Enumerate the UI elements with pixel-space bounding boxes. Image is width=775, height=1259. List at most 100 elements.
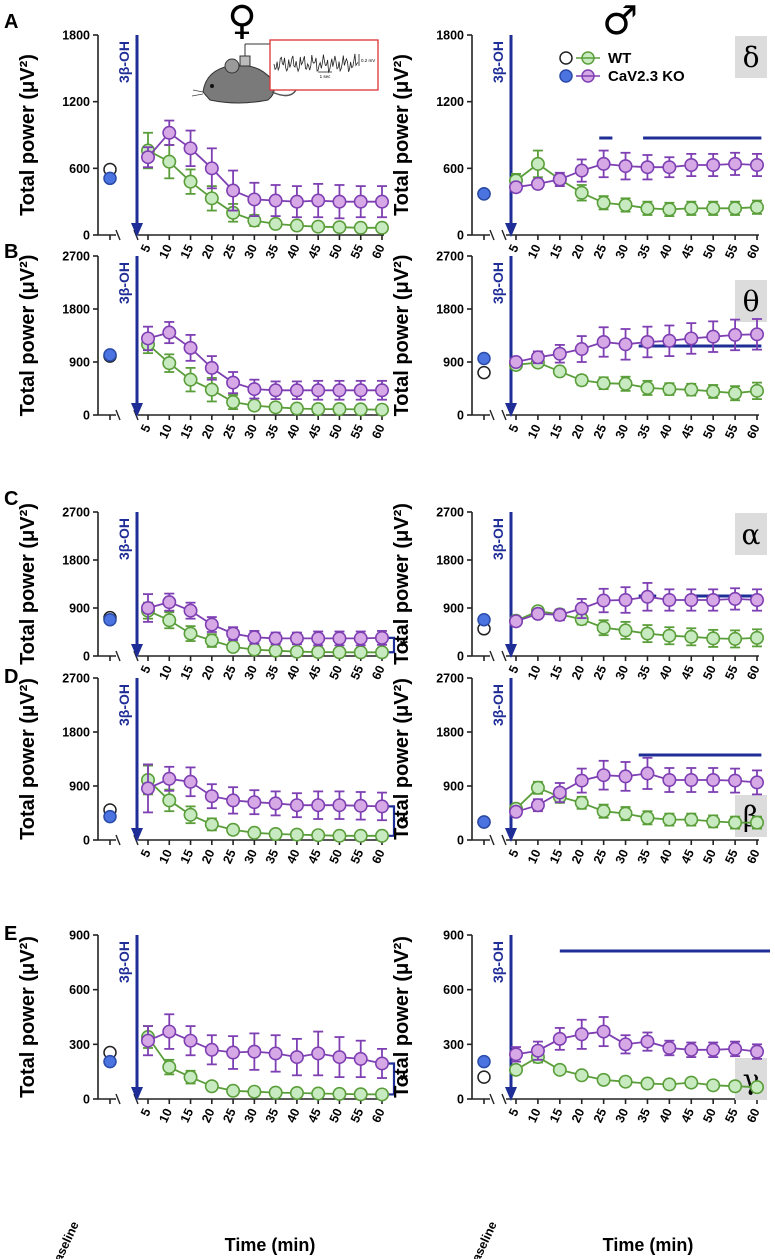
series-line (147, 609, 382, 654)
data-point (618, 159, 633, 174)
data-point (141, 150, 156, 165)
x-tick-label: 15 (178, 847, 197, 866)
data-point (353, 828, 368, 843)
baseline-point-ko (103, 612, 117, 627)
injection-arrow-head (505, 223, 517, 237)
x-tick-label: 10 (156, 422, 175, 441)
data-point (706, 384, 721, 399)
series-line (147, 1030, 383, 1065)
x-tick-label: 60 (744, 242, 763, 261)
axis-break (133, 650, 139, 662)
data-point (204, 817, 219, 832)
axis-break (501, 409, 507, 421)
data-point (684, 331, 699, 346)
injection-label: 3β-OH (116, 41, 132, 83)
eeg-inset: 0.2 mV 1 sec (269, 39, 379, 91)
panel-D-male: 0 900 1800 2700 Total power (μV²) 5 10 15 20 25 30… (391, 672, 767, 866)
x-tick-label: 30 (613, 422, 632, 441)
y-tick-label: 900 (69, 356, 90, 370)
data-point (728, 1079, 743, 1094)
baseline-point-ko (477, 1054, 491, 1069)
y-tick-label: 900 (443, 780, 464, 794)
y-tick-label: 0 (457, 834, 464, 848)
x-tick-label: 25 (220, 663, 239, 682)
x-tick-label: 5 (138, 1106, 154, 1118)
series-line (515, 595, 758, 623)
data-point (684, 1042, 699, 1057)
data-point (618, 623, 633, 638)
data-point (640, 1034, 655, 1049)
inset-time-label: 1 sec (320, 74, 332, 79)
x-tick-label: 20 (569, 847, 588, 866)
data-point (662, 1040, 677, 1055)
x-tick-label: 20 (199, 242, 218, 261)
x-tick-label: 5 (506, 242, 522, 254)
data-point (353, 402, 368, 417)
data-point (684, 592, 699, 607)
data-point (662, 592, 677, 607)
x-tick-label: 10 (525, 1106, 544, 1125)
x-tick-label: 40 (657, 242, 676, 261)
x-tick-label: 15 (547, 663, 566, 682)
y-tick-label: 300 (69, 1038, 90, 1052)
x-tick-label: 60 (744, 663, 763, 682)
data-point (353, 798, 368, 813)
data-point (247, 1044, 262, 1059)
data-point (268, 643, 283, 658)
x-tick-label: 20 (569, 422, 588, 441)
x-tick-label: 25 (220, 847, 239, 866)
series-line (147, 343, 383, 411)
y-tick-label: 900 (443, 929, 464, 943)
y-tick-label: 0 (83, 229, 90, 243)
data-point (596, 768, 611, 783)
data-point (706, 814, 721, 829)
series-wt (141, 1025, 389, 1102)
x-tick-label: 35 (635, 1106, 654, 1125)
axis-break (115, 650, 121, 662)
data-point (353, 1087, 368, 1102)
series-line (147, 601, 383, 640)
y-axis-label: Total power (μV²) (17, 936, 39, 1098)
data-point (247, 382, 262, 397)
injection-label: 3β-OH (116, 941, 132, 983)
data-point (640, 766, 655, 781)
data-point (596, 804, 611, 819)
axis-break (489, 650, 495, 662)
y-tick-label: 0 (457, 1093, 464, 1107)
x-tick-label: 35 (263, 242, 282, 261)
data-point (530, 156, 545, 171)
x-tick-label: 55 (348, 663, 367, 682)
data-point (311, 631, 326, 646)
axis-break (115, 409, 121, 421)
baseline-point-ko (477, 612, 491, 627)
series-line (147, 777, 383, 808)
panel-A-male: 0 600 1200 1800 Total power (μV²) 5 10 15 20 25 30… (391, 29, 767, 261)
data-point (662, 1077, 677, 1092)
data-point (662, 628, 677, 643)
data-point (247, 192, 262, 207)
series-wt (141, 334, 389, 417)
x-tick-label: 50 (700, 1106, 719, 1125)
injection-label: 3β-OH (490, 41, 506, 83)
data-point (226, 183, 241, 198)
data-point (183, 372, 198, 387)
data-point (618, 769, 633, 784)
x-tick-label: 45 (305, 663, 324, 682)
y-tick-label: 0 (83, 650, 90, 664)
data-point (162, 613, 177, 628)
data-point (728, 201, 743, 216)
series-wt (508, 149, 764, 218)
x-tick-label: 25 (591, 422, 610, 441)
injection-arrow-head (505, 828, 517, 842)
data-point (574, 1027, 589, 1042)
data-point (311, 828, 326, 843)
data-point (226, 793, 241, 808)
data-point (530, 798, 545, 813)
x-tick-label: 25 (591, 1106, 610, 1125)
data-point (183, 141, 198, 156)
significance-bracket (388, 636, 396, 654)
series-line (147, 331, 382, 392)
data-point (183, 1033, 198, 1048)
data-point (204, 191, 219, 206)
x-tick-label: 45 (678, 422, 697, 441)
